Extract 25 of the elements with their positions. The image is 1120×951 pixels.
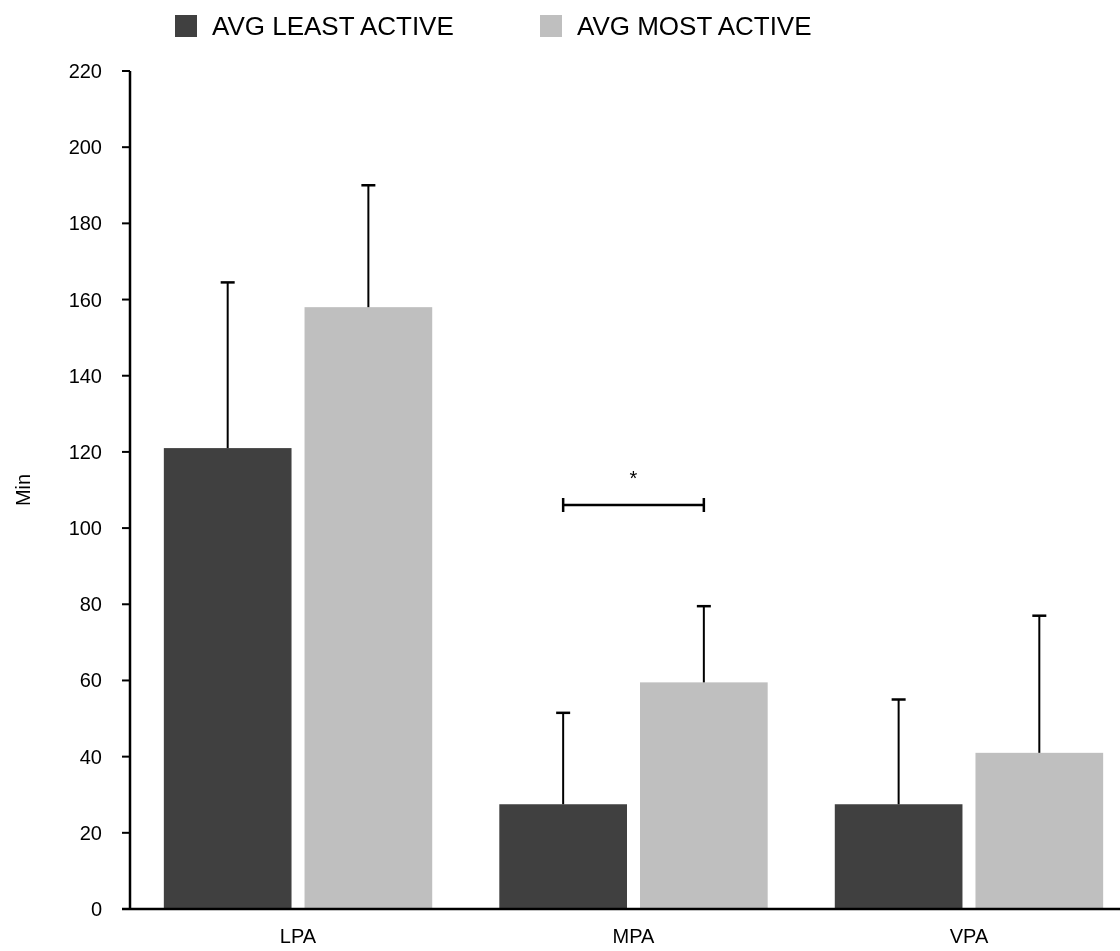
legend-label: AVG MOST ACTIVE xyxy=(577,11,812,42)
y-tick-label: 40 xyxy=(79,745,102,768)
bar xyxy=(834,804,963,909)
bar xyxy=(640,682,768,909)
bar xyxy=(975,752,1104,909)
y-tick-label: 140 xyxy=(68,364,102,387)
y-tick-label: 200 xyxy=(68,136,102,159)
bar xyxy=(304,307,433,909)
bar xyxy=(499,804,627,909)
y-tick-label: 180 xyxy=(68,212,102,235)
y-tick-label: 0 xyxy=(90,898,102,920)
x-tick-label: LPA xyxy=(279,925,317,947)
y-axis-title: Min xyxy=(12,473,34,507)
legend-label: AVG LEAST ACTIVE xyxy=(212,11,454,42)
annotation: * xyxy=(629,467,638,489)
y-tick-label: 20 xyxy=(79,821,102,844)
y-tick-label: 120 xyxy=(68,440,102,463)
y-tick-label: 80 xyxy=(79,593,102,616)
x-tick-label: VPA xyxy=(949,925,989,947)
y-tick-label: 220 xyxy=(68,60,102,82)
y-tick-label: 60 xyxy=(79,669,102,692)
x-tick-label: MPA xyxy=(612,925,656,947)
y-tick-label: 160 xyxy=(68,288,102,311)
y-tick-label: 100 xyxy=(68,517,102,540)
bar xyxy=(163,448,292,909)
